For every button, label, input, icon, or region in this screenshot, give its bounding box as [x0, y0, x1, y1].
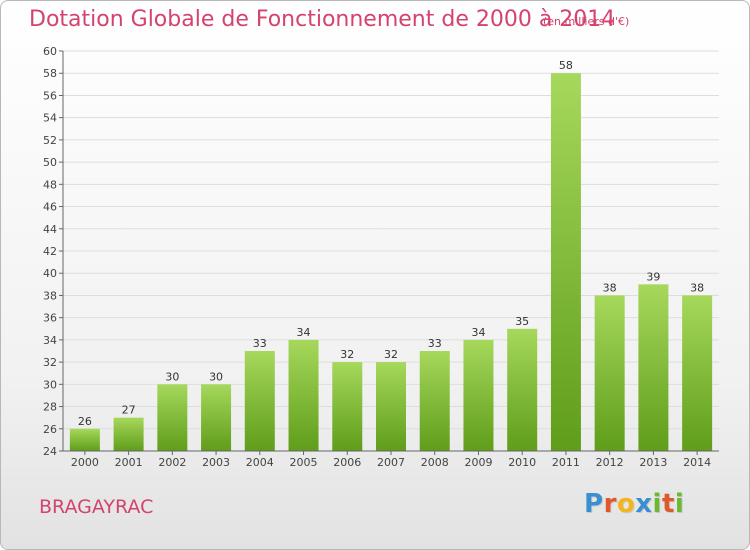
x-tick-label: 2010	[508, 456, 536, 469]
y-tick-label: 50	[43, 156, 57, 169]
y-tick-label: 36	[43, 312, 57, 325]
logo-letter: o	[616, 489, 636, 519]
bar	[288, 339, 319, 451]
chart-unit: (en milliers d'€)	[543, 15, 630, 28]
logo-letter: P	[584, 489, 604, 519]
bar	[550, 73, 581, 451]
bar	[419, 351, 450, 451]
chart-title: Dotation Globale de Fonctionnement de 20…	[29, 7, 616, 32]
data-label: 35	[515, 315, 529, 328]
data-label: 33	[428, 337, 442, 350]
y-tick-label: 34	[43, 334, 57, 347]
city-name: BRAGAYRAC	[39, 496, 154, 518]
logo-letter: r	[603, 489, 617, 519]
bar	[113, 417, 144, 451]
y-tick-label: 26	[43, 423, 57, 436]
x-tick-label: 2012	[596, 456, 624, 469]
data-label: 39	[646, 270, 660, 283]
bar	[332, 362, 363, 451]
x-tick-label: 2009	[464, 456, 492, 469]
x-tick-label: 2013	[639, 456, 667, 469]
logo-letter: x	[635, 489, 653, 519]
data-labels: 26 27 30 30 33 34 32 32 33 34 35 58 38 39 38	[78, 59, 704, 428]
bar	[638, 284, 669, 451]
data-label: 33	[253, 337, 267, 350]
x-tick-label: 2007	[377, 456, 405, 469]
bar	[244, 351, 275, 451]
x-tick-label: 2002	[158, 456, 186, 469]
y-tick-labels: 24 26 28 30 32 34 36 38 40 42 44 46 48 50 52 54 56 58 60	[43, 45, 57, 458]
bar	[682, 295, 713, 451]
x-tick-label: 2004	[246, 456, 274, 469]
bar	[157, 384, 188, 451]
data-label: 30	[165, 370, 179, 383]
y-tick-label: 48	[43, 178, 57, 191]
y-tick-label: 56	[43, 89, 57, 102]
y-tick-label: 24	[43, 445, 57, 458]
data-label: 32	[384, 348, 398, 361]
bar	[69, 428, 100, 451]
proxiti-logo: Proxiti	[584, 489, 684, 519]
x-tick-label: 2006	[333, 456, 361, 469]
logo-letter: i	[652, 489, 662, 519]
bar	[201, 384, 232, 451]
x-tick-label: 2008	[421, 456, 449, 469]
y-tick-label: 30	[43, 378, 57, 391]
data-label: 38	[603, 281, 617, 294]
x-tick-label: 2011	[552, 456, 580, 469]
x-tick-label: 2005	[290, 456, 318, 469]
data-label: 27	[122, 404, 136, 417]
y-tick-label: 60	[43, 45, 57, 58]
logo-letter: i	[674, 489, 685, 519]
logo-letter: t	[661, 489, 675, 519]
x-tick-labels: 2000 2001 2002 2003 2004 2005 2006 2007 2008 2009…	[71, 451, 711, 469]
y-tick-label: 58	[43, 67, 57, 80]
data-label: 34	[471, 326, 485, 339]
y-tick-label: 46	[43, 201, 57, 214]
bar	[594, 295, 625, 451]
bars	[69, 73, 713, 451]
y-tick-label: 40	[43, 267, 57, 280]
data-label: 32	[340, 348, 354, 361]
x-tick-label: 2001	[115, 456, 143, 469]
y-tick-label: 44	[43, 223, 57, 236]
y-tick-label: 42	[43, 245, 57, 258]
y-tick-label: 32	[43, 356, 57, 369]
x-tick-label: 2000	[71, 456, 99, 469]
bar	[376, 362, 406, 451]
bar	[507, 328, 538, 451]
y-tick-label: 52	[43, 134, 57, 147]
y-tick-label: 28	[43, 401, 57, 414]
x-tick-label: 2003	[202, 456, 230, 469]
data-label: 30	[209, 370, 223, 383]
x-tick-label: 2014	[683, 456, 711, 469]
data-label: 58	[559, 59, 573, 72]
y-tick-label: 38	[43, 289, 57, 302]
bar	[463, 339, 494, 451]
data-label: 38	[690, 281, 704, 294]
data-label: 26	[78, 415, 92, 428]
data-label: 34	[297, 326, 311, 339]
y-tick-label: 54	[43, 112, 57, 125]
